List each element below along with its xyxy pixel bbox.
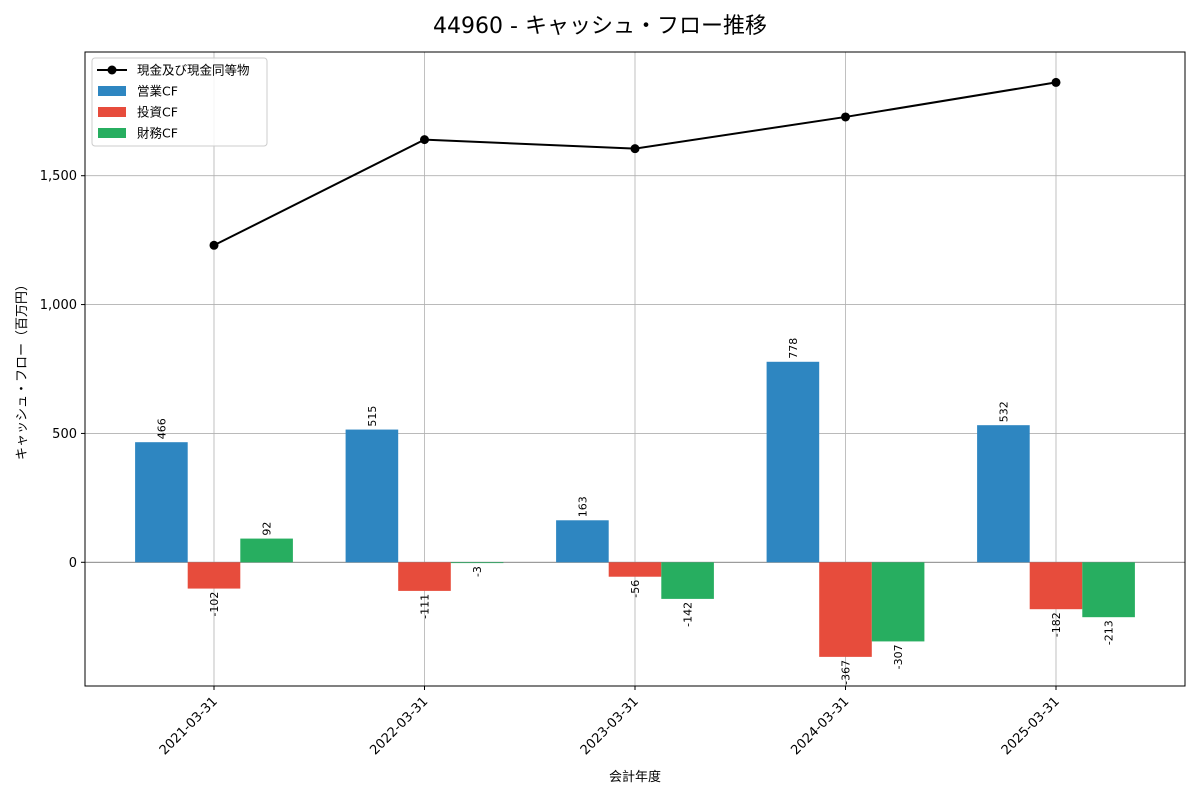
data-label: 163 <box>576 496 589 517</box>
legend-label: 投資CF <box>137 105 178 120</box>
line-point <box>420 135 429 145</box>
bar <box>766 361 820 563</box>
line-point <box>1051 77 1061 87</box>
x-axis-label: 会計年度 <box>609 769 661 785</box>
data-label: 515 <box>366 406 379 427</box>
data-labels: 466 515 163 778 532 -102 -111 -56 -367 -182 92 -3 -1… <box>155 338 1115 685</box>
x-tick-label: 2022-03-31 <box>367 694 431 758</box>
bar <box>450 562 504 564</box>
bar <box>135 442 188 563</box>
data-label: -213 <box>1103 620 1116 645</box>
data-label: -367 <box>840 660 853 685</box>
x-tick-label: 2024-03-31 <box>788 694 852 758</box>
bar <box>1082 562 1135 618</box>
bar <box>398 562 451 591</box>
data-label: -307 <box>892 644 905 669</box>
y-tick-label: 500 <box>52 427 77 442</box>
data-label: -111 <box>419 594 432 619</box>
legend-swatch <box>98 86 126 96</box>
legend-label: 現金及び現金同等物 <box>137 63 250 78</box>
bar <box>871 562 925 642</box>
legend-box <box>91 57 268 147</box>
data-label: -56 <box>629 580 642 598</box>
legend-label: 営業CF <box>137 84 178 99</box>
bar <box>661 562 714 599</box>
bar <box>977 425 1030 563</box>
x-tick-label: 2021-03-31 <box>157 694 221 758</box>
data-label: 778 <box>787 338 800 359</box>
bar <box>819 562 872 657</box>
line-point <box>209 240 219 250</box>
y-tick-label: 1,500 <box>40 169 77 184</box>
y-tick-label: 0 <box>69 556 77 571</box>
cash-line <box>209 77 1061 250</box>
bar <box>608 562 662 577</box>
data-label: -102 <box>208 592 221 617</box>
x-tick-label: 2025-03-31 <box>999 694 1063 758</box>
y-axis-label: キャッシュ・フロー（百万円） <box>15 278 30 460</box>
bar <box>556 520 609 563</box>
chart-title: 44960 - キャッシュ・フロー推移 <box>433 14 767 39</box>
y-axis-ticks: 0 500 1,000 1,500 <box>40 169 85 571</box>
bars <box>135 361 1135 657</box>
data-label: -142 <box>682 602 695 627</box>
bar <box>187 562 241 589</box>
x-tick-label: 2023-03-31 <box>578 694 642 758</box>
line-point <box>630 144 640 154</box>
data-label: 466 <box>155 418 168 439</box>
data-label: -182 <box>1050 612 1063 637</box>
y-tick-label: 1,000 <box>40 298 77 313</box>
data-label: 92 <box>261 522 274 536</box>
x-axis-ticks: 2021-03-31 2022-03-31 2023-03-31 2024-03-31… <box>157 686 1063 758</box>
bar <box>345 429 399 563</box>
bar <box>1029 562 1083 610</box>
data-label: 532 <box>997 401 1010 422</box>
legend-swatch <box>98 107 126 117</box>
bar <box>240 538 293 563</box>
data-label: -3 <box>471 566 484 577</box>
legend-point-marker <box>107 65 117 75</box>
line-point <box>841 112 850 122</box>
legend-swatch <box>98 128 126 138</box>
legend-label: 財務CF <box>137 126 178 141</box>
